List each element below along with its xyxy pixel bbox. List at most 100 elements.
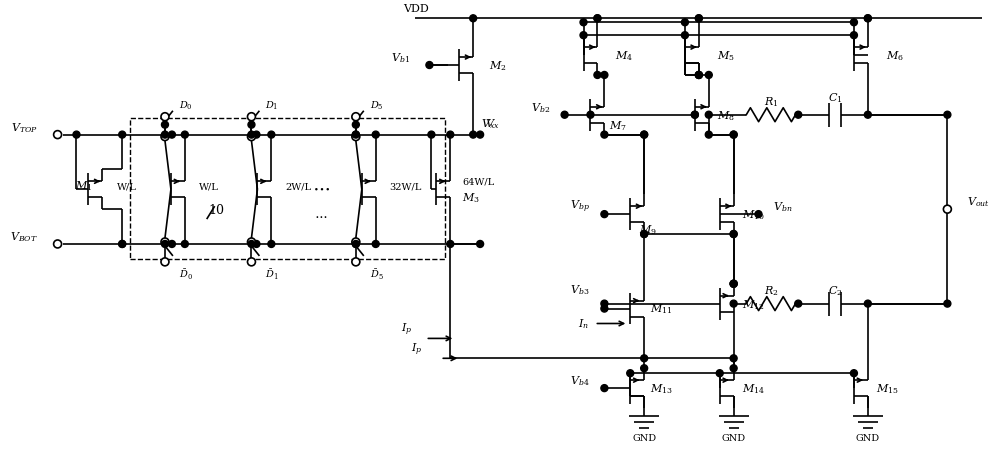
- Circle shape: [627, 370, 634, 377]
- Circle shape: [601, 300, 608, 307]
- Text: 32W/L: 32W/L: [390, 182, 422, 191]
- Circle shape: [730, 300, 737, 307]
- Text: $D_1$: $D_1$: [265, 99, 279, 112]
- Circle shape: [253, 132, 260, 139]
- Circle shape: [850, 20, 857, 27]
- Circle shape: [730, 231, 737, 238]
- Circle shape: [470, 16, 477, 23]
- Circle shape: [447, 241, 454, 248]
- Circle shape: [168, 132, 175, 139]
- Circle shape: [168, 241, 175, 248]
- Circle shape: [705, 112, 712, 119]
- Circle shape: [864, 16, 871, 23]
- Circle shape: [352, 122, 359, 129]
- Circle shape: [730, 231, 737, 238]
- Circle shape: [181, 132, 188, 139]
- Circle shape: [161, 132, 168, 139]
- Circle shape: [641, 231, 648, 238]
- Circle shape: [161, 133, 169, 141]
- Circle shape: [352, 258, 360, 266]
- Circle shape: [864, 112, 871, 119]
- Circle shape: [795, 300, 802, 307]
- Text: $R_1$: $R_1$: [764, 95, 778, 109]
- Circle shape: [594, 16, 601, 23]
- Circle shape: [119, 241, 126, 248]
- Text: $\bar{D}_5$: $\bar{D}_5$: [370, 267, 384, 281]
- Circle shape: [730, 355, 737, 362]
- Text: $V_{out}$: $V_{out}$: [967, 195, 990, 208]
- Circle shape: [248, 122, 255, 129]
- Circle shape: [850, 370, 857, 377]
- Circle shape: [372, 241, 379, 248]
- Circle shape: [580, 20, 587, 27]
- Text: W/L: W/L: [199, 182, 219, 191]
- Circle shape: [161, 113, 169, 121]
- Circle shape: [161, 258, 169, 266]
- Text: $C_1$: $C_1$: [828, 91, 842, 105]
- Circle shape: [681, 20, 688, 27]
- Text: $M_6$: $M_6$: [886, 49, 904, 63]
- Text: $\bar{D}_0$: $\bar{D}_0$: [179, 267, 193, 281]
- Text: $M_7$: $M_7$: [609, 119, 627, 132]
- Text: $M_5$: $M_5$: [717, 49, 735, 63]
- Circle shape: [730, 281, 737, 288]
- Circle shape: [705, 132, 712, 139]
- Circle shape: [587, 112, 594, 119]
- Text: $V_{bn}$: $V_{bn}$: [773, 200, 793, 214]
- Circle shape: [641, 132, 648, 139]
- Text: $V_{b2}$: $V_{b2}$: [531, 100, 550, 114]
- Text: $M_{13}$: $M_{13}$: [650, 381, 673, 395]
- Circle shape: [161, 122, 168, 129]
- Text: $M_{14}$: $M_{14}$: [742, 381, 765, 395]
- Circle shape: [755, 211, 762, 218]
- Text: $\bar{D}_1$: $\bar{D}_1$: [265, 267, 279, 281]
- Text: VDD: VDD: [403, 4, 428, 14]
- Circle shape: [594, 72, 601, 79]
- Circle shape: [248, 132, 255, 139]
- Circle shape: [561, 112, 568, 119]
- Circle shape: [580, 33, 587, 40]
- Circle shape: [253, 241, 260, 248]
- Circle shape: [864, 16, 871, 23]
- Circle shape: [944, 206, 951, 213]
- Circle shape: [730, 132, 737, 139]
- Circle shape: [73, 132, 80, 139]
- Circle shape: [864, 300, 871, 307]
- Circle shape: [641, 355, 648, 362]
- Circle shape: [247, 258, 255, 266]
- Circle shape: [161, 241, 168, 248]
- Circle shape: [730, 281, 737, 288]
- Text: $V_x$: $V_x$: [481, 117, 495, 130]
- Text: $M_3$: $M_3$: [462, 191, 480, 205]
- Text: $M_8$: $M_8$: [717, 109, 735, 122]
- Circle shape: [695, 16, 702, 23]
- Circle shape: [470, 132, 477, 139]
- Circle shape: [352, 241, 359, 248]
- Circle shape: [54, 240, 62, 248]
- Circle shape: [352, 132, 359, 139]
- Text: $M_1$: $M_1$: [75, 179, 92, 193]
- Circle shape: [601, 132, 608, 139]
- Text: $C_2$: $C_2$: [828, 283, 842, 297]
- Circle shape: [716, 370, 723, 377]
- Text: $I_p$: $I_p$: [401, 321, 412, 337]
- Text: $M_4$: $M_4$: [615, 49, 633, 63]
- Text: W/L: W/L: [117, 182, 137, 191]
- Circle shape: [352, 132, 359, 139]
- Circle shape: [944, 300, 951, 307]
- Circle shape: [943, 206, 951, 214]
- Text: $M_{12}$: $M_{12}$: [742, 297, 764, 311]
- Text: 10: 10: [209, 203, 225, 216]
- Text: GND: GND: [722, 434, 746, 442]
- Circle shape: [477, 132, 484, 139]
- Circle shape: [641, 231, 648, 238]
- Circle shape: [641, 365, 648, 372]
- Text: $M_9$: $M_9$: [639, 223, 657, 237]
- Circle shape: [681, 33, 688, 40]
- Text: $M_{11}$: $M_{11}$: [650, 302, 673, 316]
- Circle shape: [54, 131, 62, 139]
- Circle shape: [594, 16, 601, 23]
- Circle shape: [352, 238, 360, 247]
- Text: 64W/L: 64W/L: [462, 178, 494, 187]
- Text: 2W/L: 2W/L: [285, 182, 311, 191]
